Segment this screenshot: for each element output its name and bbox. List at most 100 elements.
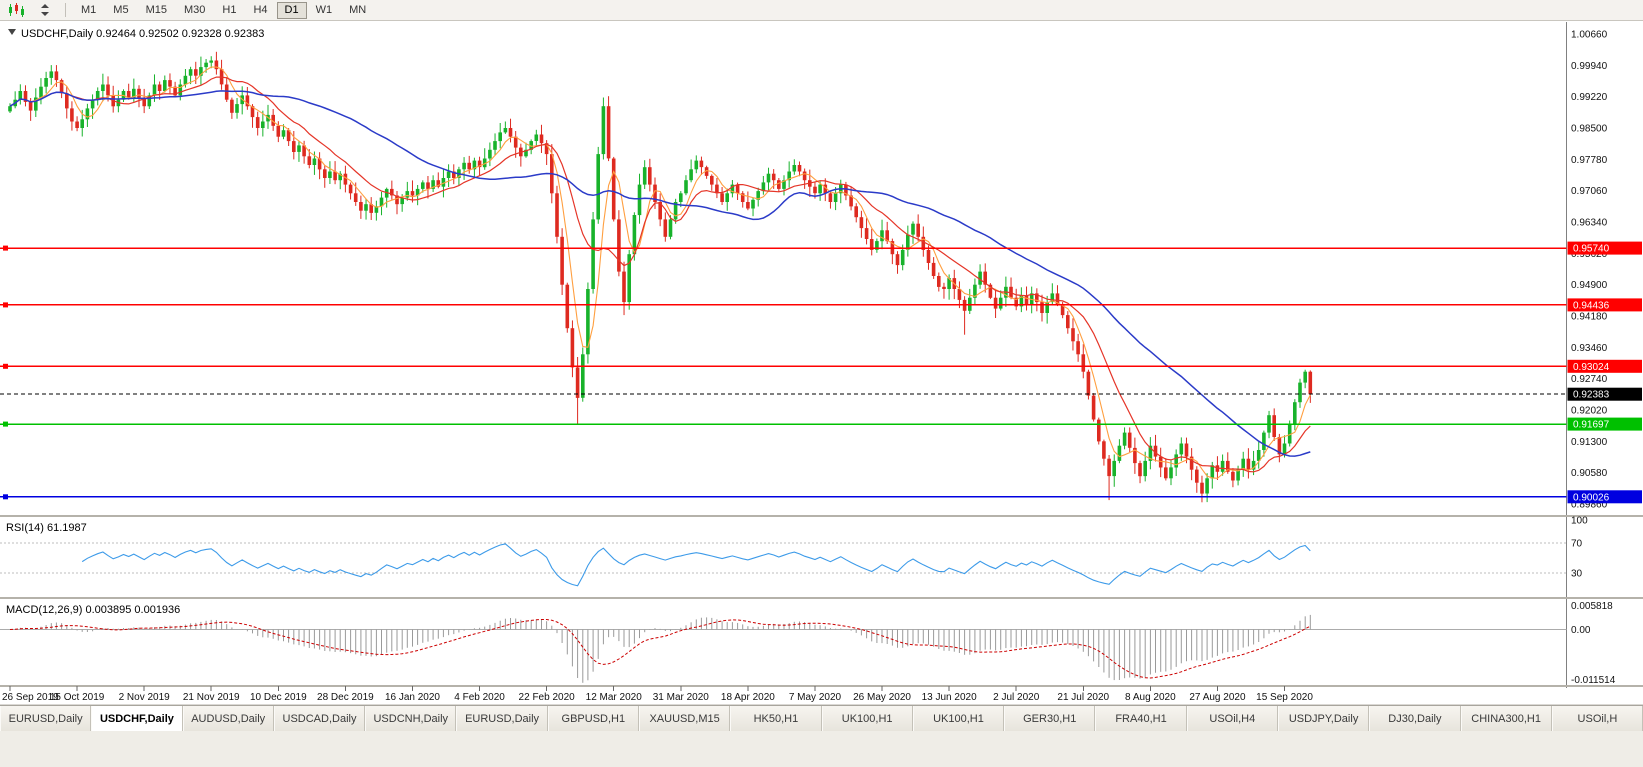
svg-text:26 Sep 2019: 26 Sep 2019: [2, 692, 59, 703]
tab-usdjpy-daily[interactable]: USDJPY,Daily: [1277, 706, 1370, 731]
tab-audusd-daily[interactable]: AUDUSD,Daily: [182, 706, 274, 731]
svg-text:0.93024: 0.93024: [1573, 362, 1610, 373]
tab-hk50-h1[interactable]: HK50,H1: [730, 706, 822, 731]
timeframe-button-m15[interactable]: M15: [138, 2, 175, 19]
tab-ger30-h1[interactable]: GER30,H1: [1004, 706, 1096, 731]
macd-signal-line: [9, 619, 1311, 679]
svg-text:27 Aug 2020: 27 Aug 2020: [1189, 692, 1246, 703]
svg-text:0.92020: 0.92020: [1571, 406, 1608, 417]
svg-text:0.97780: 0.97780: [1571, 155, 1608, 166]
tab-usoil-h4[interactable]: USOil,H4: [1186, 706, 1278, 731]
svg-text:-0.011514: -0.011514: [1571, 675, 1616, 686]
svg-text:15 Sep 2020: 15 Sep 2020: [1256, 692, 1313, 703]
svg-text:0.90580: 0.90580: [1571, 468, 1608, 479]
timeframe-button-mn[interactable]: MN: [341, 2, 374, 19]
tab-uk100-h1[interactable]: UK100,H1: [821, 706, 913, 731]
svg-text:12 Mar 2020: 12 Mar 2020: [586, 692, 643, 703]
bottom-strip: [0, 731, 1643, 767]
svg-text:0.94180: 0.94180: [1571, 312, 1608, 323]
timeframe-group: M1 M5 M15 M30 H1 H4 D1 W1 MN: [73, 1, 374, 19]
svg-text:8 Aug 2020: 8 Aug 2020: [1125, 692, 1176, 703]
pane-titles: [8, 29, 16, 35]
tab-dj30-daily[interactable]: DJ30,Daily: [1369, 706, 1461, 731]
timeframe-button-h4[interactable]: H4: [245, 2, 275, 19]
svg-text:1.00660: 1.00660: [1571, 30, 1608, 41]
svg-text:15 Oct 2019: 15 Oct 2019: [50, 692, 105, 703]
timeframe-button-d1[interactable]: D1: [276, 1, 307, 19]
ma-line-13: [9, 76, 1311, 473]
svg-text:22 Feb 2020: 22 Feb 2020: [519, 692, 576, 703]
rsi-pane: [0, 542, 1567, 587]
chart-canvas[interactable]: 1.00660 0.99940 0.99220 0.98500 0.97780 0.970…: [0, 22, 1643, 706]
hline-0.91697[interactable]: [0, 417, 1642, 431]
scroll-arrows-icon[interactable]: [32, 1, 58, 20]
svg-text:30: 30: [1571, 569, 1583, 580]
svg-text:100: 100: [1571, 516, 1588, 527]
svg-text:0.91697: 0.91697: [1573, 420, 1610, 431]
chart-tabbar: EURUSD,Daily USDCHF,Daily AUDUSD,Daily USDC…: [0, 705, 1643, 731]
svg-text:0.92740: 0.92740: [1571, 374, 1608, 385]
timeframe-button-m1[interactable]: M1: [73, 2, 104, 19]
hline-0.95740[interactable]: [0, 241, 1642, 255]
svg-text:26 May 2020: 26 May 2020: [853, 692, 911, 703]
svg-text:4 Feb 2020: 4 Feb 2020: [454, 692, 505, 703]
svg-text:0.98500: 0.98500: [1571, 124, 1608, 135]
tab-fra40-h1[interactable]: FRA40,H1: [1095, 706, 1187, 731]
tab-xauusd-m15[interactable]: XAUUSD,M15: [638, 706, 731, 731]
ma-line-5: [9, 66, 1311, 479]
svg-text:0.94900: 0.94900: [1571, 280, 1608, 291]
timeframe-button-h1[interactable]: H1: [214, 2, 244, 19]
chart-candles-icon[interactable]: [4, 1, 30, 20]
toolbar: M1 M5 M15 M30 H1 H4 D1 W1 MN: [0, 0, 1643, 21]
svg-text:0.99220: 0.99220: [1571, 92, 1608, 103]
svg-text:28 Dec 2019: 28 Dec 2019: [317, 692, 374, 703]
tab-gbpusd-h1[interactable]: GBPUSD,H1: [547, 706, 639, 731]
hline-0.90026[interactable]: [0, 490, 1642, 504]
tab-uk100-h1[interactable]: UK100,H1: [912, 706, 1005, 731]
chart-expand-icon: [8, 29, 16, 35]
svg-text:0.91300: 0.91300: [1571, 437, 1608, 448]
tab-usdcnh-daily[interactable]: USDCNH,Daily: [365, 706, 457, 731]
macd-label: MACD(12,26,9) 0.003895 0.001936: [6, 604, 180, 616]
timeframe-button-m5[interactable]: M5: [105, 2, 136, 19]
svg-text:0.96340: 0.96340: [1571, 218, 1608, 229]
tab-eurusd-daily[interactable]: EURUSD,Daily: [456, 706, 548, 731]
svg-text:0.00: 0.00: [1571, 625, 1591, 636]
tab-usdcad-daily[interactable]: USDCAD,Daily: [273, 706, 366, 731]
svg-text:31 Mar 2020: 31 Mar 2020: [653, 692, 710, 703]
svg-text:0.95740: 0.95740: [1573, 244, 1610, 255]
svg-text:7 May 2020: 7 May 2020: [789, 692, 842, 703]
svg-text:13 Jun 2020: 13 Jun 2020: [922, 692, 977, 703]
svg-text:0.89860: 0.89860: [1571, 500, 1608, 511]
timeframe-button-m30[interactable]: M30: [176, 2, 213, 19]
hline-0.94436[interactable]: [0, 298, 1642, 312]
rsi-label: RSI(14) 61.1987: [6, 522, 87, 534]
ma-line-40: [9, 90, 1311, 457]
rsi-line: [81, 543, 1311, 587]
svg-text:0.92383: 0.92383: [1573, 390, 1610, 401]
svg-text:0.94436: 0.94436: [1573, 300, 1610, 311]
chart-title-ohlc: USDCHF,Daily 0.92464 0.92502 0.92328 0.9…: [21, 28, 264, 40]
current-price-line[interactable]: [0, 387, 1642, 401]
timeframe-button-w1[interactable]: W1: [308, 2, 341, 19]
svg-text:0.97060: 0.97060: [1571, 186, 1608, 197]
chart-window[interactable]: 1.00660 0.99940 0.99220 0.98500 0.97780 0.970…: [0, 22, 1643, 706]
svg-text:21 Jul 2020: 21 Jul 2020: [1057, 692, 1109, 703]
svg-text:18 Apr 2020: 18 Apr 2020: [721, 692, 775, 703]
date-axis: [9, 686, 1286, 691]
svg-text:21 Nov 2019: 21 Nov 2019: [183, 692, 240, 703]
hline-0.93024[interactable]: [0, 359, 1642, 373]
svg-text:70: 70: [1571, 538, 1583, 549]
tab-china300-h1[interactable]: CHINA300,H1: [1460, 706, 1552, 731]
svg-text:0.005818: 0.005818: [1571, 601, 1613, 612]
svg-text:0.90026: 0.90026: [1573, 492, 1610, 503]
svg-text:2 Jul 2020: 2 Jul 2020: [993, 692, 1040, 703]
macd-pane: [0, 614, 1567, 683]
tab-eurusd-daily[interactable]: EURUSD,Daily: [0, 706, 92, 731]
svg-text:16 Jan 2020: 16 Jan 2020: [385, 692, 440, 703]
toolbar-separator: [65, 3, 66, 17]
svg-text:10 Dec 2019: 10 Dec 2019: [250, 692, 307, 703]
tab-usdchf-daily[interactable]: USDCHF,Daily: [91, 706, 183, 731]
svg-text:2 Nov 2019: 2 Nov 2019: [119, 692, 171, 703]
tab-usoil-h[interactable]: USOil,H: [1551, 706, 1643, 731]
